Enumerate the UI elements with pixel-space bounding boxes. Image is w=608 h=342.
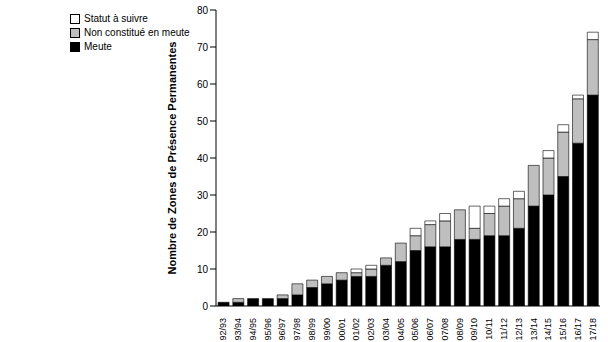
svg-text:10: 10: [197, 264, 209, 275]
svg-text:70: 70: [197, 42, 209, 53]
svg-text:17/18: 17/18: [588, 318, 598, 341]
svg-text:60: 60: [197, 79, 209, 90]
svg-text:02/03: 02/03: [366, 318, 376, 341]
svg-text:11/12: 11/12: [499, 318, 509, 340]
svg-text:0: 0: [202, 301, 208, 312]
svg-text:98/99: 98/99: [307, 318, 317, 341]
svg-text:05/06: 05/06: [410, 318, 420, 341]
svg-text:92/93: 92/93: [218, 318, 228, 341]
svg-text:15/16: 15/16: [558, 318, 568, 341]
svg-text:93/94: 93/94: [233, 318, 243, 341]
svg-text:80: 80: [197, 5, 209, 16]
svg-text:03/04: 03/04: [381, 318, 391, 341]
svg-text:30: 30: [197, 190, 209, 201]
svg-text:13/14: 13/14: [529, 318, 539, 341]
svg-text:01/02: 01/02: [351, 318, 361, 341]
svg-text:50: 50: [197, 116, 209, 127]
svg-text:14/15: 14/15: [543, 318, 553, 341]
svg-text:08/09: 08/09: [455, 318, 465, 341]
svg-text:04/05: 04/05: [396, 318, 406, 341]
svg-text:99/00: 99/00: [322, 318, 332, 341]
html-text:Statut à suivre: Statut à suivre: [84, 13, 148, 24]
svg-text:95/96: 95/96: [263, 318, 273, 341]
svg-text:16/17: 16/17: [573, 318, 583, 341]
svg-text:97/98: 97/98: [292, 318, 302, 341]
svg-text:20: 20: [197, 227, 209, 238]
html-text:Non constitué en meute: Non constitué en meute: [84, 27, 190, 38]
html-text:Meute: Meute: [84, 41, 112, 52]
svg-text:94/95: 94/95: [248, 318, 258, 341]
svg-text:06/07: 06/07: [425, 318, 435, 341]
svg-text:10/11: 10/11: [484, 318, 494, 340]
svg-text:Nombre de Zones de Présence Pe: Nombre de Zones de Présence Permanentes: [166, 42, 178, 275]
svg-text:00/01: 00/01: [337, 318, 347, 341]
svg-text:12/13: 12/13: [514, 318, 524, 341]
svg-text:07/08: 07/08: [440, 318, 450, 341]
svg-text:96/97: 96/97: [277, 318, 287, 341]
svg-text:09/10: 09/10: [469, 318, 479, 341]
svg-text:40: 40: [197, 153, 209, 164]
